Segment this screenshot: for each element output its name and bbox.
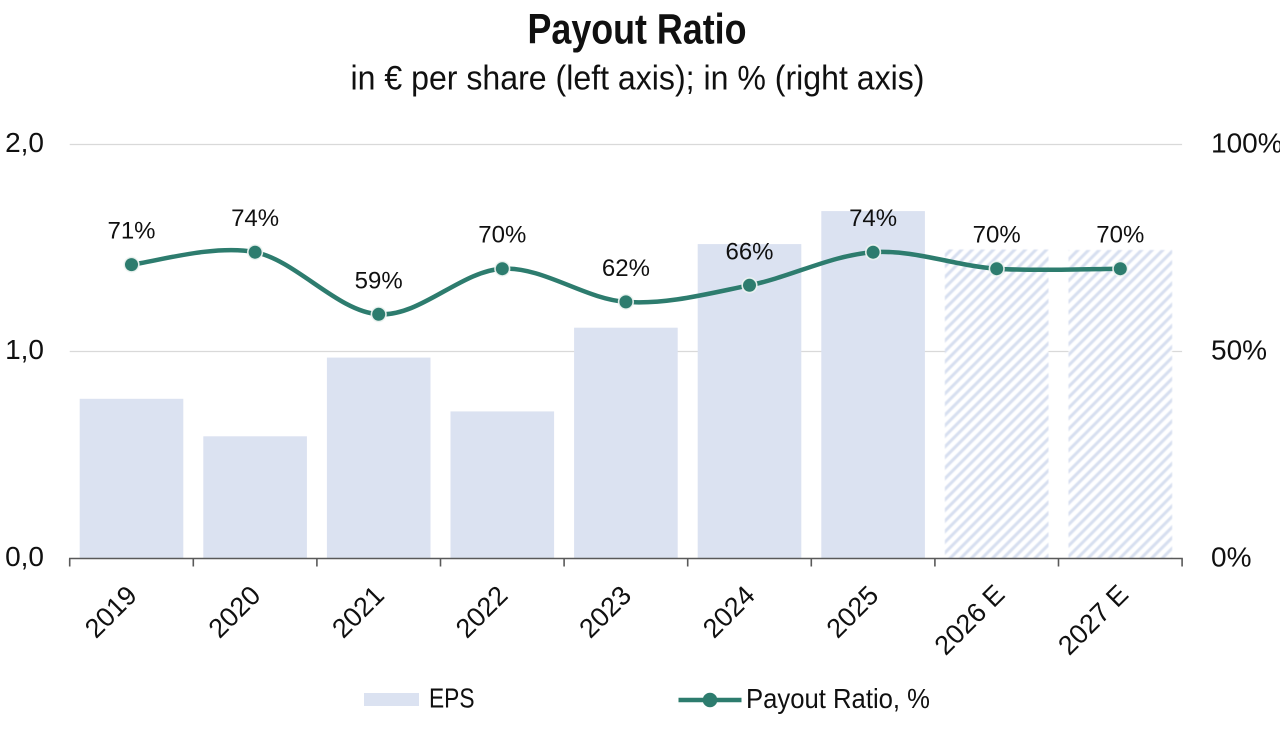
- svg-text:50%: 50%: [1211, 335, 1267, 366]
- svg-text:0%: 0%: [1211, 542, 1251, 573]
- svg-text:Payout Ratio: Payout Ratio: [528, 6, 747, 54]
- svg-text:Payout Ratio, %: Payout Ratio, %: [746, 683, 930, 714]
- svg-text:1,0: 1,0: [5, 334, 44, 365]
- svg-text:100%: 100%: [1211, 128, 1280, 159]
- svg-text:74%: 74%: [231, 205, 279, 232]
- svg-text:70%: 70%: [1096, 222, 1144, 249]
- svg-text:59%: 59%: [355, 267, 403, 294]
- svg-text:66%: 66%: [725, 238, 773, 265]
- svg-text:EPS: EPS: [429, 683, 475, 714]
- svg-text:71%: 71%: [107, 218, 155, 245]
- svg-text:2,0: 2,0: [5, 127, 44, 158]
- svg-text:in € per share (left axis); in: in € per share (left axis); in % (right …: [351, 60, 925, 98]
- svg-text:70%: 70%: [478, 222, 526, 249]
- svg-text:62%: 62%: [602, 255, 650, 282]
- svg-text:0,0: 0,0: [5, 541, 44, 572]
- svg-text:74%: 74%: [849, 205, 897, 232]
- svg-text:70%: 70%: [973, 222, 1021, 249]
